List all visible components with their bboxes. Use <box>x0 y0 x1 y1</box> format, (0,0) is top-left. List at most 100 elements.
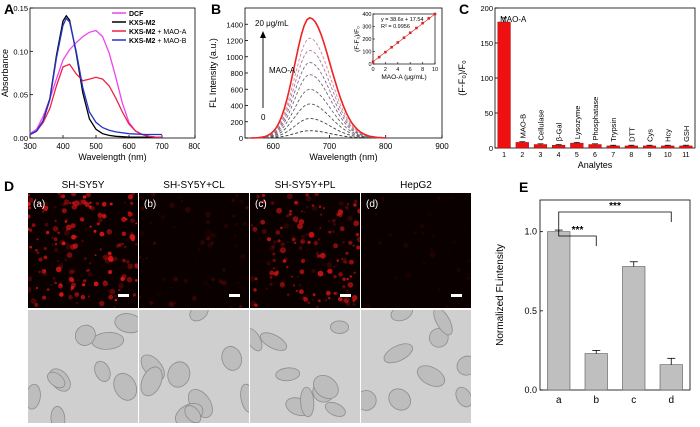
bar-b <box>584 353 608 391</box>
fluorescence-spot <box>85 269 88 272</box>
micrograph-sublabel-4: (d) <box>366 199 378 210</box>
fluorescence-spot <box>40 205 43 208</box>
cell-outline <box>114 313 138 334</box>
fluorescence-spot <box>149 300 154 305</box>
bar-d <box>659 364 683 391</box>
fluorescence-spot <box>444 262 446 264</box>
fluorescence-spot <box>116 244 120 248</box>
annotation-bottom: 0 <box>261 113 266 122</box>
fluorescence-spot <box>302 296 306 300</box>
y-tick-label: 200 <box>230 118 243 127</box>
fluorescence-spot <box>43 255 48 260</box>
fluorescence-spot <box>239 199 244 204</box>
fluorescence-image-3: (c) <box>250 193 360 308</box>
fluorescence-image-1: (a) <box>28 193 138 308</box>
cell-outline <box>250 328 263 352</box>
fluorescence-spot <box>285 214 290 218</box>
significance-label: *** <box>572 225 584 236</box>
bar-3 <box>533 144 548 149</box>
fluorescence-spot <box>272 267 276 270</box>
bar-8 <box>624 145 638 149</box>
panel-letter-d: D <box>4 178 15 194</box>
fluorescence-spot <box>266 260 272 266</box>
inset-y-tick-label: 400 <box>362 12 371 18</box>
x-tick-label: b <box>593 395 599 406</box>
fluorescence-spot <box>122 242 124 245</box>
fluorescence-spot <box>81 283 86 287</box>
fluorescence-spot <box>338 200 344 207</box>
fluorescence-spot <box>288 212 292 216</box>
fluorescence-spot <box>279 247 286 254</box>
fluorescence-spot <box>353 220 360 227</box>
fluorescence-spot <box>46 206 49 209</box>
fluorescence-spot <box>43 201 48 206</box>
bar-label: GSH <box>682 126 691 142</box>
panel-letter-b: B <box>211 1 221 17</box>
fluorescence-spot <box>123 201 126 204</box>
fluorescence-spot <box>346 203 350 206</box>
fluorescence-spot <box>44 222 49 227</box>
series-line-1 <box>29 29 162 138</box>
fluorescence-spot <box>134 263 137 266</box>
fluorescence-spot <box>260 219 266 225</box>
fluorescence-spot <box>296 275 299 278</box>
fluorescence-spot <box>342 284 346 289</box>
fluorescence-spot <box>139 195 142 198</box>
brightfield-image-1 <box>28 310 138 423</box>
fluorescence-spot <box>63 229 70 236</box>
fluorescence-spot <box>333 275 337 279</box>
x-tick-label: 2 <box>520 152 524 159</box>
bar-label: Lysozyme <box>573 106 582 139</box>
fluorescence-spot <box>61 262 63 265</box>
fluorescence-spot <box>254 277 258 281</box>
fluorescence-spot <box>70 286 75 290</box>
fluorescence-spot <box>403 283 405 285</box>
fluorescence-spot <box>311 299 314 302</box>
fluorescence-spot <box>286 265 289 269</box>
x-tick-label: 9 <box>648 152 652 159</box>
fluorescence-spot <box>89 262 92 265</box>
fluorescence-spot <box>218 279 223 284</box>
inset-point <box>371 60 375 64</box>
fluorescence-spot <box>127 211 133 217</box>
fluorescence-spot <box>75 235 78 238</box>
panel-letter-c: C <box>459 1 469 17</box>
fluorescence-spot <box>286 241 289 244</box>
fluorescence-spot <box>295 220 298 223</box>
annotation-top: 20 μg/mL <box>255 19 289 28</box>
fluorescence-spot <box>185 244 187 247</box>
arrow-head <box>260 31 266 38</box>
bar-label: Cellulase <box>536 110 545 141</box>
fluorescence-spot <box>451 240 456 244</box>
bar-label: β-Gal <box>555 122 564 141</box>
fluorescence-spot <box>240 253 246 260</box>
fluorescence-spot <box>205 219 211 225</box>
fluorescence-spot <box>68 294 73 300</box>
fluorescence-spot <box>348 240 353 245</box>
fluorescence-spot <box>78 201 83 206</box>
fluorescence-spot <box>437 196 441 200</box>
fluorescence-spot <box>282 259 287 263</box>
x-tick-label: 500 <box>89 142 103 151</box>
image-background <box>250 193 360 308</box>
x-tick-label: 800 <box>188 142 200 151</box>
fluorescence-spot <box>430 248 434 252</box>
fluorescence-spot <box>131 237 135 242</box>
fluorescence-spot <box>43 247 47 250</box>
fluorescence-spot <box>276 207 282 214</box>
fluorescence-spot <box>287 193 293 200</box>
fluorescence-spot <box>155 203 158 207</box>
fluorescence-spot <box>139 295 142 300</box>
fluorescence-spot <box>184 206 191 213</box>
fluorescence-spot <box>319 252 326 259</box>
fluorescence-spot <box>53 205 57 209</box>
fluorescence-spot <box>280 226 283 230</box>
y-tick-label: 200 <box>480 4 493 13</box>
bar-label: MAO-B <box>518 114 527 139</box>
y-tick-label: 400 <box>230 102 243 111</box>
y-tick-label: 1000 <box>226 53 243 62</box>
fluorescence-spot <box>29 245 33 249</box>
bar-label: Phosphatase <box>591 97 600 141</box>
fluorescence-spot <box>344 299 349 304</box>
cell-outline <box>388 388 412 411</box>
